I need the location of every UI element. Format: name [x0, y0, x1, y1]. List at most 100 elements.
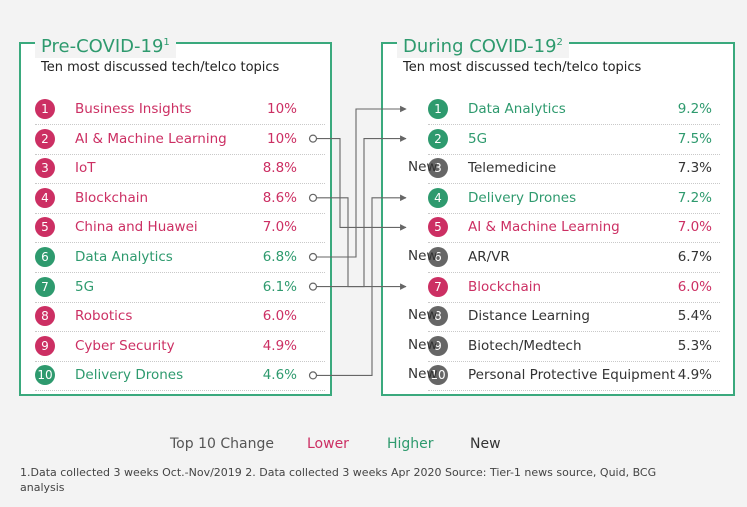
- rank-badge: 7: [35, 276, 55, 297]
- rank-badge: 8: [35, 306, 55, 327]
- topic-share: 4.9%: [677, 367, 712, 384]
- topic-share: 6.0%: [677, 278, 712, 295]
- left-row-3: 3 IoT 8.8%: [35, 154, 325, 185]
- new-tag: New: [408, 248, 438, 264]
- connector-line: [316, 138, 407, 231]
- topic-label: Cyber Security: [75, 337, 175, 354]
- rank-badge: 4: [35, 187, 55, 208]
- right-row-10: 10 Personal Protective Equipment 4.9% New: [408, 361, 720, 392]
- left-row-10: 10 Delivery Drones 4.6%: [35, 361, 325, 392]
- topic-label: AI & Machine Learning: [468, 219, 620, 236]
- topic-share: 9.2%: [677, 101, 712, 117]
- rank-badge: 9: [428, 335, 448, 356]
- legend-lower: Lower: [307, 436, 349, 452]
- rank-badge: 2: [35, 128, 55, 149]
- legend: Top 10 Change Lower Higher New: [0, 436, 747, 456]
- topic-share: 4.6%: [262, 367, 297, 384]
- rank-badge: 3: [35, 158, 55, 179]
- during-covid-panel: During COVID-192 Ten most discussed tech…: [381, 32, 735, 396]
- topic-share: 8.8%: [262, 160, 297, 177]
- right-row-8: 8 Distance Learning 5.4% New: [408, 302, 720, 333]
- left-row-6: 6 Data Analytics 6.8%: [35, 243, 325, 273]
- legend-higher: Higher: [387, 436, 434, 452]
- topic-share: 5.3%: [677, 337, 712, 354]
- topic-label: Data Analytics: [75, 249, 173, 265]
- connector-origin-dot: [308, 252, 318, 262]
- topic-label: Delivery Drones: [468, 189, 577, 206]
- pre-covid-title: Pre-COVID-191: [35, 32, 176, 58]
- rank-badge: 3: [428, 158, 448, 179]
- topic-share: 10%: [266, 130, 297, 147]
- rank-badge: 9: [35, 335, 55, 356]
- topic-label: IoT: [75, 160, 96, 177]
- topic-share: 7.2%: [677, 189, 712, 206]
- left-row-1: 1 Business Insights 10%: [35, 95, 325, 125]
- connector-line: [316, 135, 407, 288]
- topic-label: Biotech/Medtech: [468, 337, 582, 354]
- connector-origin-dot: [308, 193, 318, 202]
- during-covid-title: During COVID-192: [397, 32, 569, 58]
- topic-label: Personal Protective Equipment: [468, 367, 676, 384]
- left-row-5: 5 China and Huawei 7.0%: [35, 213, 325, 244]
- topic-share: 6.7%: [677, 249, 712, 265]
- rank-badge: 10: [35, 365, 55, 386]
- rank-badge: 7: [428, 276, 448, 297]
- new-tag: New: [408, 336, 438, 353]
- rank-badge: 8: [428, 306, 448, 327]
- topic-label: 5G: [75, 278, 95, 295]
- footnote: 1.Data collected 3 weeks Oct.-Nov/2019 2…: [20, 466, 657, 494]
- right-row-9: 9 Biotech/Medtech 5.3% New: [408, 332, 720, 362]
- topic-label: Blockchain: [468, 278, 542, 295]
- pre-covid-panel: Pre-COVID-191 Ten most discussed tech/te…: [19, 32, 332, 396]
- topic-label: Robotics: [75, 308, 133, 325]
- topic-label: Business Insights: [75, 101, 192, 117]
- during-covid-subtitle: Ten most discussed tech/telco topics: [403, 60, 642, 75]
- topic-label: Delivery Drones: [75, 367, 184, 384]
- topic-label: Data Analytics: [468, 101, 566, 117]
- rank-badge: 10: [428, 365, 448, 386]
- topic-share: 6.8%: [262, 249, 297, 265]
- topic-label: Blockchain: [75, 189, 149, 206]
- topic-share: 6.1%: [262, 278, 297, 295]
- rank-badge: 6: [428, 247, 448, 267]
- topic-share: 6.0%: [262, 308, 297, 325]
- legend-new: New: [470, 436, 501, 452]
- topic-label: Distance Learning: [468, 308, 590, 325]
- topic-label: 5G: [468, 130, 488, 147]
- topic-share: 7.3%: [677, 160, 712, 177]
- right-row-1: 1 Data Analytics 9.2%: [428, 95, 720, 125]
- topic-share: 7.5%: [677, 130, 712, 147]
- topic-share: 10%: [266, 101, 297, 117]
- connector-line: [316, 105, 407, 258]
- topic-share: 5.4%: [677, 308, 712, 325]
- connector-origin-dot: [308, 134, 318, 143]
- topic-share: 7.0%: [262, 219, 297, 236]
- rank-badge: 1: [428, 99, 448, 119]
- topic-label: AI & Machine Learning: [75, 130, 227, 147]
- topic-share: 8.6%: [262, 189, 297, 206]
- rank-badge: 5: [35, 217, 55, 238]
- right-row-3: 3 Telemedicine 7.3% New: [408, 154, 720, 185]
- pre-covid-subtitle: Ten most discussed tech/telco topics: [41, 60, 280, 75]
- connector-line: [316, 194, 407, 376]
- legend-title: Top 10 Change: [170, 436, 274, 452]
- right-row-5: 5 AI & Machine Learning 7.0%: [428, 213, 720, 244]
- right-row-7: 7 Blockchain 6.0%: [428, 273, 720, 303]
- rank-badge: 4: [428, 187, 448, 208]
- connector-line: [316, 197, 407, 290]
- new-tag: New: [408, 307, 438, 324]
- new-tag: New: [408, 366, 438, 383]
- rank-badge: 1: [35, 99, 55, 119]
- left-row-7: 7 5G 6.1%: [35, 273, 325, 303]
- topic-share: 7.0%: [677, 219, 712, 236]
- connector-origin-dot: [308, 371, 318, 380]
- new-tag: New: [408, 159, 438, 176]
- right-row-2: 2 5G 7.5%: [428, 125, 720, 155]
- topic-label: AR/VR: [468, 249, 510, 265]
- topic-label: Telemedicine: [468, 160, 557, 177]
- rank-badge: 6: [35, 247, 55, 267]
- rank-badge: 5: [428, 217, 448, 238]
- connector-origin-dot: [308, 282, 318, 291]
- left-row-9: 9 Cyber Security 4.9%: [35, 332, 325, 362]
